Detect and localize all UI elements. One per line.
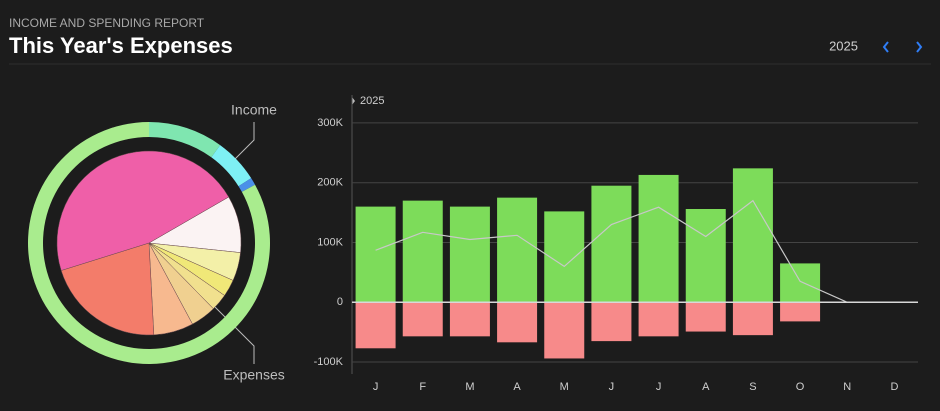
pie-label: Expenses: [223, 367, 284, 383]
bar: [638, 302, 679, 337]
subtitle: INCOME AND SPENDING REPORT: [9, 16, 205, 30]
bar: [780, 302, 821, 322]
x-tick-label: J: [609, 381, 615, 393]
ring-segment: [149, 122, 221, 158]
pie-slice: [56, 150, 230, 271]
bar: [780, 263, 821, 303]
bar: [544, 211, 585, 303]
y-tick-label: 200K: [317, 177, 343, 189]
axis-year: 2025: [360, 95, 384, 107]
bar: [402, 302, 443, 337]
x-tick-label: N: [843, 381, 851, 393]
bar: [732, 302, 773, 336]
x-tick-label: M: [560, 381, 569, 393]
bar: [638, 174, 679, 303]
net-line: [375, 199, 895, 303]
bar: [449, 206, 490, 303]
year: 2025: [829, 38, 858, 53]
bar: [544, 302, 585, 359]
bar: [685, 302, 726, 332]
x-tick-label: M: [465, 381, 474, 393]
ring-segment: [211, 145, 252, 187]
next-year[interactable]: [916, 41, 923, 53]
x-tick-label: A: [702, 381, 710, 393]
bar: [497, 302, 538, 343]
ring-label: Income: [231, 102, 277, 118]
bar: [355, 302, 396, 349]
x-tick-label: J: [373, 381, 379, 393]
x-tick-label: D: [890, 381, 898, 393]
leader-line: [233, 122, 255, 161]
prev-year[interactable]: [882, 41, 889, 53]
x-tick-label: A: [513, 381, 521, 393]
bar: [591, 185, 632, 303]
title: This Year's Expenses: [9, 33, 233, 58]
x-tick-label: S: [749, 381, 756, 393]
bar: [591, 302, 632, 342]
bar: [497, 197, 538, 303]
y-tick-label: 300K: [317, 117, 343, 129]
x-tick-label: J: [656, 381, 662, 393]
pie-slice: [60, 242, 155, 336]
ring-segment: [238, 178, 256, 192]
bar: [732, 168, 773, 303]
y-tick-label: 100K: [317, 236, 343, 248]
y-tick-label: 0: [337, 296, 343, 308]
x-tick-label: O: [796, 381, 805, 393]
x-tick-label: F: [419, 381, 426, 393]
bar: [449, 302, 490, 337]
bar: [402, 200, 443, 303]
bar: [685, 209, 726, 303]
axis-marker: [352, 97, 355, 105]
bar: [355, 206, 396, 303]
y-tick-label: -100K: [314, 356, 344, 368]
